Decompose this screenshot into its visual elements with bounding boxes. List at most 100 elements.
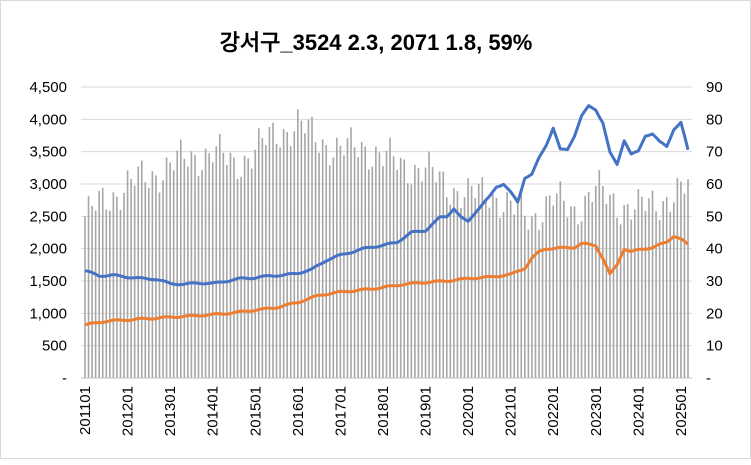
bar xyxy=(339,145,342,378)
y-left-tick-label: - xyxy=(62,370,67,387)
bar xyxy=(286,132,288,378)
bar xyxy=(204,148,207,378)
bar xyxy=(250,168,253,378)
x-tick-label: 201901 xyxy=(418,386,435,436)
bar xyxy=(116,196,118,378)
bar xyxy=(477,183,480,378)
x-tick-label: 201701 xyxy=(332,386,349,436)
bar xyxy=(328,165,331,378)
bar xyxy=(385,150,388,378)
bar xyxy=(495,197,498,378)
bar xyxy=(226,165,228,378)
bar xyxy=(641,196,643,378)
bar xyxy=(272,122,274,378)
bar xyxy=(406,183,409,378)
bar xyxy=(144,182,147,378)
bar xyxy=(488,207,491,378)
bar xyxy=(109,210,111,378)
bar xyxy=(336,137,338,378)
bar xyxy=(538,229,540,378)
y-left-tick-label: 3,500 xyxy=(29,144,67,161)
bar xyxy=(619,224,622,378)
bar xyxy=(392,156,395,378)
bar xyxy=(456,191,459,378)
bar xyxy=(172,170,175,378)
bar xyxy=(658,219,661,378)
y-right-tick-label: - xyxy=(706,370,711,387)
bar xyxy=(442,171,445,378)
y-left-tick-label: 1,500 xyxy=(29,273,67,290)
x-tick-label: 201201 xyxy=(120,386,137,436)
bar xyxy=(403,159,406,378)
bar xyxy=(470,186,473,378)
bar xyxy=(531,216,533,378)
y-right-tick-label: 10 xyxy=(706,338,723,355)
bar xyxy=(389,137,391,378)
bar xyxy=(126,170,129,378)
bar xyxy=(123,192,125,378)
bar-series xyxy=(84,109,689,379)
bar xyxy=(321,139,324,378)
bar xyxy=(289,146,292,378)
x-tick-label: 201601 xyxy=(290,386,307,436)
bar xyxy=(421,181,423,378)
bar xyxy=(151,171,154,378)
bar xyxy=(364,146,367,378)
bar xyxy=(410,184,413,378)
bar xyxy=(591,202,594,378)
y-right-tick-label: 40 xyxy=(706,241,723,258)
y-left-tick-label: 4,500 xyxy=(29,79,67,96)
bar xyxy=(215,146,218,378)
y-right-tick-label: 90 xyxy=(706,79,723,96)
bar xyxy=(140,160,143,378)
bar xyxy=(438,171,441,378)
bar xyxy=(637,189,640,378)
bar xyxy=(580,221,583,378)
bar xyxy=(222,152,225,378)
bar xyxy=(155,175,157,378)
bar xyxy=(453,188,455,378)
bar xyxy=(247,158,249,378)
bar xyxy=(548,195,551,378)
bar xyxy=(332,157,335,378)
bar xyxy=(165,157,168,378)
y-right-tick-label: 30 xyxy=(706,273,723,290)
bar xyxy=(268,126,271,378)
bar xyxy=(87,195,90,378)
bar xyxy=(563,200,565,378)
bar xyxy=(293,131,296,378)
bar xyxy=(502,211,505,378)
bar xyxy=(84,216,86,378)
bar xyxy=(559,181,562,378)
x-tick-label: 201801 xyxy=(375,386,392,436)
bar xyxy=(91,205,93,378)
bar xyxy=(676,177,679,378)
bar xyxy=(98,190,100,378)
series-line-blue xyxy=(84,104,690,287)
bar xyxy=(534,213,537,378)
bar xyxy=(541,222,544,378)
line-series xyxy=(84,104,690,327)
bar xyxy=(552,205,555,378)
bar xyxy=(179,139,182,378)
bar xyxy=(353,147,356,378)
bar xyxy=(243,155,246,378)
bar xyxy=(343,155,345,378)
bar xyxy=(176,150,179,378)
x-tick-label: 201401 xyxy=(205,386,222,436)
bar xyxy=(499,218,501,378)
bar xyxy=(300,120,303,379)
bar xyxy=(183,158,186,378)
bar xyxy=(616,217,618,378)
bar xyxy=(463,197,466,378)
bar xyxy=(382,165,384,378)
bar xyxy=(680,181,682,378)
bar xyxy=(513,214,515,378)
bar xyxy=(208,153,210,378)
bar xyxy=(307,119,310,379)
bar xyxy=(119,209,122,378)
bar xyxy=(211,162,214,378)
bar xyxy=(169,162,171,378)
bar xyxy=(371,166,374,378)
bar xyxy=(201,169,203,378)
